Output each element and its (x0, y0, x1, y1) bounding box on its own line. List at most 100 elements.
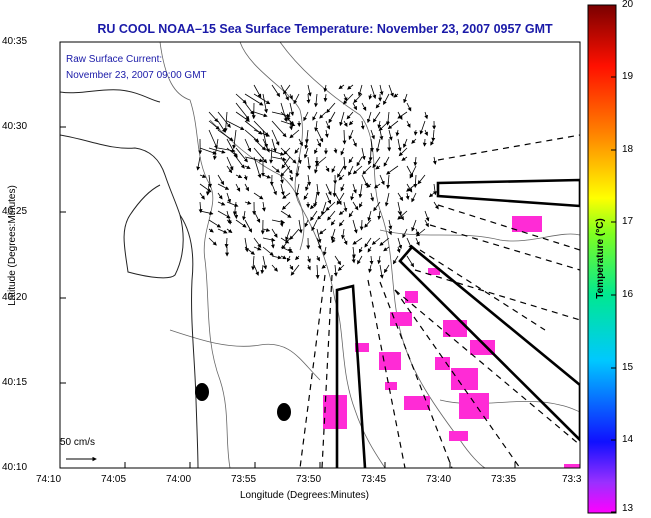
x-tick-label: 73:55 (231, 474, 257, 485)
current-vector (244, 246, 255, 255)
current-vector (379, 84, 384, 96)
current-vector (361, 147, 366, 161)
current-vector (372, 111, 381, 123)
current-vector (286, 111, 291, 122)
current-vector (235, 156, 245, 169)
current-vector (358, 183, 363, 199)
current-vector (262, 246, 274, 256)
current-vector (388, 129, 393, 141)
current-vector (217, 120, 226, 133)
current-vector (226, 165, 233, 174)
current-vector (244, 138, 252, 153)
current-vector (325, 192, 332, 205)
current-vector (262, 147, 285, 156)
current-vector (271, 120, 287, 138)
current-vector (226, 120, 245, 130)
current-vector (415, 237, 420, 246)
current-vector (348, 129, 354, 140)
colorbar (587, 4, 617, 514)
current-vector (406, 183, 417, 192)
colorbar-tick-label: 16 (622, 289, 634, 300)
y-tick-label: 40:20 (2, 292, 28, 303)
current-vector (244, 165, 251, 169)
y-tick-label: 40:10 (2, 462, 28, 473)
current-vector (352, 165, 363, 175)
current-vector (307, 264, 311, 271)
current-vector (397, 111, 408, 119)
current-vector (262, 174, 272, 179)
current-vector (348, 210, 354, 218)
current-vector (244, 237, 249, 253)
current-vector (397, 201, 403, 216)
current-vector (282, 192, 291, 199)
current-vector (198, 201, 203, 214)
current-vector (386, 174, 391, 189)
current-vector (368, 264, 373, 273)
current-vector (340, 183, 345, 192)
current-vector (388, 228, 392, 236)
current-vector (352, 138, 357, 148)
current-vector (262, 93, 268, 114)
current-vector (361, 102, 367, 112)
current-vector (232, 201, 237, 216)
current-vector (361, 174, 368, 187)
current-vector (271, 129, 280, 146)
current-vector (280, 102, 288, 122)
current-vector (411, 219, 417, 232)
current-vector (271, 183, 277, 196)
current-vector (338, 219, 345, 227)
current-vector (368, 93, 373, 100)
current-vector (316, 129, 324, 143)
plot-frame (59, 41, 581, 469)
current-vector (364, 237, 372, 248)
current-vector (343, 120, 348, 127)
current-vector (253, 246, 262, 251)
current-vector (397, 210, 408, 220)
current-vector (271, 228, 278, 238)
current-vector (397, 192, 404, 202)
current-vector (217, 147, 236, 153)
current-vector (271, 138, 277, 153)
current-vector (356, 156, 363, 167)
current-vector (333, 147, 338, 154)
current-vector (377, 210, 382, 220)
current-vector (413, 129, 418, 136)
colorbar-tick-label: 15 (622, 362, 634, 373)
current-vector (342, 93, 354, 105)
current-vector (366, 183, 372, 188)
current-vector (350, 192, 355, 201)
scale-label: 50 cm/s (60, 437, 96, 448)
current-vector (316, 255, 320, 262)
current-vector (295, 165, 300, 178)
current-vector (289, 102, 295, 116)
x-tick-label: 73:50 (296, 474, 322, 485)
buoy-marker (277, 403, 291, 421)
current-vector (343, 237, 348, 246)
current-vector (432, 156, 437, 165)
current-vector (208, 174, 213, 188)
current-vector (306, 93, 311, 104)
current-vector (226, 228, 233, 233)
current-vector (317, 210, 327, 220)
current-vector (286, 255, 291, 263)
current-vector (342, 129, 347, 145)
current-vector (322, 246, 327, 256)
current-vector (326, 102, 336, 114)
current-vector (375, 165, 381, 170)
buoy-marker (195, 383, 209, 401)
current-vector (323, 84, 328, 93)
current-vector (373, 201, 381, 212)
current-vector (223, 111, 228, 133)
current-vector (388, 84, 394, 98)
current-vector (373, 183, 381, 189)
current-vector (304, 138, 309, 150)
current-vector (271, 156, 287, 162)
current-vector (289, 174, 293, 182)
current-vector (388, 219, 393, 230)
colorbar-ticks (611, 4, 616, 513)
current-vector (232, 129, 237, 150)
current-vector (428, 192, 435, 198)
current-vector (379, 174, 385, 186)
current-vector (280, 210, 292, 218)
